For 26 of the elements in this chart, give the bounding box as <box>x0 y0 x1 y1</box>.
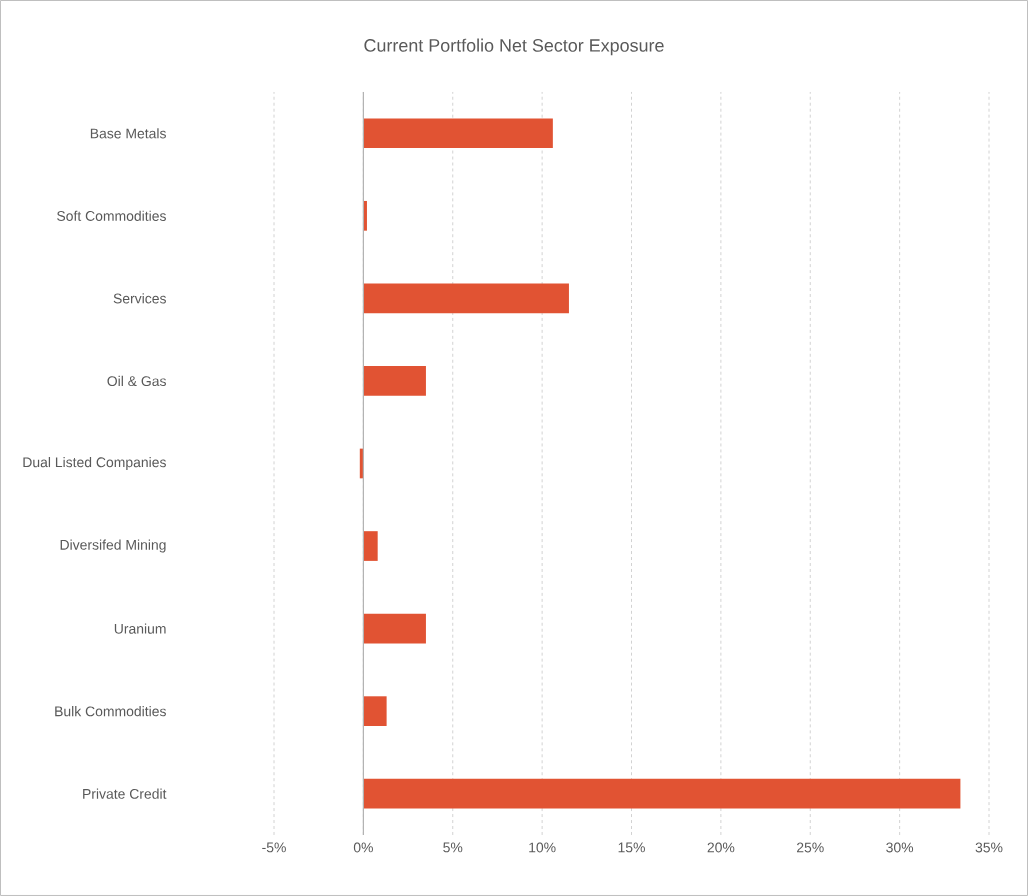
y-tick-label: Services <box>113 293 166 304</box>
bar <box>363 118 553 149</box>
y-tick-label: Soft Commodities <box>57 210 166 221</box>
bar <box>363 531 378 561</box>
bar <box>363 366 426 396</box>
x-tick-label: 0% <box>353 842 373 853</box>
x-tick-label: 5% <box>443 842 463 853</box>
x-tick-label: 30% <box>886 842 914 853</box>
y-tick-label: Oil & Gas <box>107 375 166 387</box>
x-tick-label: 25% <box>797 842 824 853</box>
y-tick-label: Base Metals <box>90 128 166 139</box>
bar <box>363 613 426 644</box>
x-tick-label: 10% <box>529 842 556 853</box>
y-tick-label: Uranium <box>114 623 166 634</box>
y-tick-label: Dual Listed Companies <box>23 456 166 470</box>
y-tick-label: Bulk Commodities <box>55 706 166 717</box>
bar <box>363 283 569 314</box>
y-tick-label: Diversifed Mining <box>60 539 166 553</box>
y-tick-label: Private Credit <box>83 788 167 799</box>
bar <box>363 778 961 809</box>
bar <box>363 696 387 727</box>
x-tick-label: 15% <box>618 842 645 853</box>
x-tick-label: -5% <box>262 842 286 853</box>
chart-title: Current Portfolio Net Sector Exposure <box>364 38 664 56</box>
x-tick-label: 20% <box>707 842 735 853</box>
x-tick-label: 35% <box>975 842 1003 853</box>
